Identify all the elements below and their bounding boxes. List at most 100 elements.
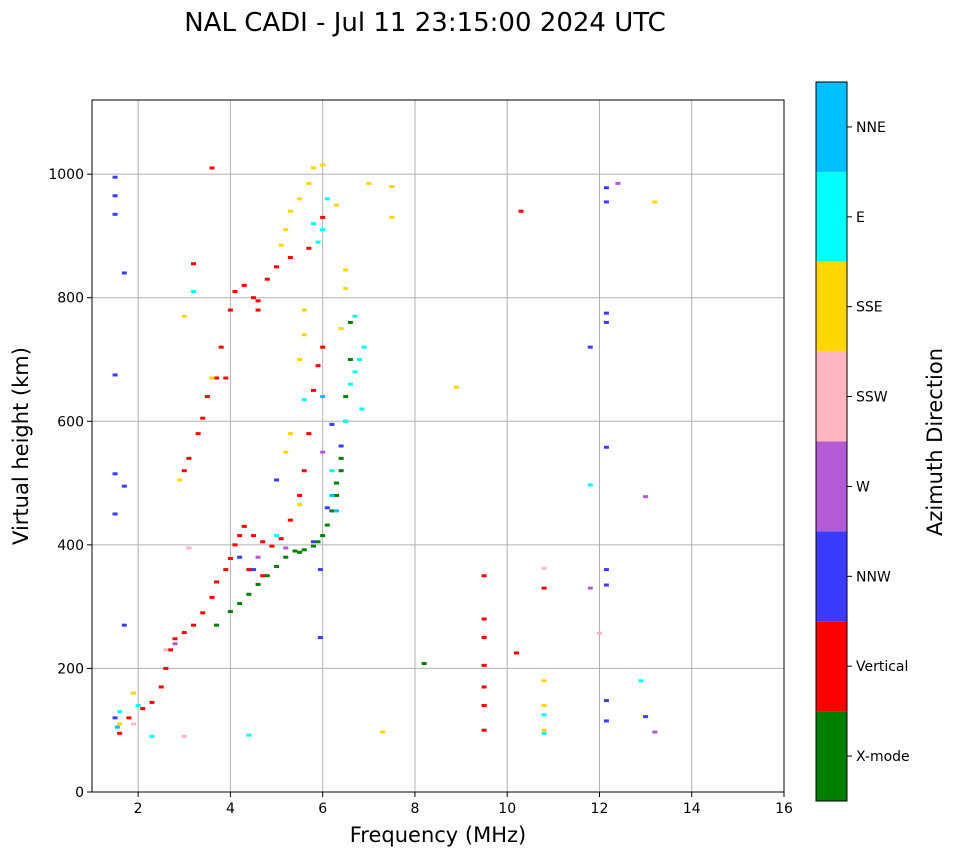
series-vertical bbox=[117, 166, 547, 735]
data-point bbox=[278, 243, 284, 247]
data-point bbox=[643, 495, 649, 499]
data-point bbox=[338, 456, 344, 460]
data-point bbox=[603, 320, 609, 324]
colorbar-segment bbox=[816, 621, 847, 712]
data-point bbox=[334, 481, 340, 485]
data-point bbox=[190, 290, 196, 294]
data-point bbox=[541, 731, 547, 735]
colorbar-tick-label: SSE bbox=[856, 300, 883, 316]
data-point bbox=[338, 327, 344, 331]
data-point bbox=[453, 385, 459, 389]
data-point bbox=[112, 175, 118, 179]
data-point bbox=[241, 283, 247, 287]
data-point bbox=[324, 523, 330, 527]
data-point bbox=[223, 376, 229, 380]
data-point bbox=[334, 509, 340, 513]
data-point bbox=[246, 568, 252, 572]
data-point bbox=[158, 685, 164, 689]
data-point bbox=[361, 345, 367, 349]
data-point bbox=[324, 197, 330, 201]
colorbar-segment bbox=[816, 171, 847, 262]
data-point bbox=[232, 543, 238, 547]
data-point bbox=[117, 722, 123, 726]
data-point bbox=[343, 419, 349, 423]
data-point bbox=[246, 733, 252, 737]
data-point bbox=[255, 582, 261, 586]
data-point bbox=[301, 398, 307, 402]
x-tick-label: 6 bbox=[318, 801, 327, 817]
plot-frame bbox=[91, 99, 785, 793]
series-nnw bbox=[112, 175, 649, 723]
colorbar-frame bbox=[815, 81, 848, 802]
series-e bbox=[117, 197, 644, 738]
data-point bbox=[603, 699, 609, 703]
data-point bbox=[357, 358, 363, 361]
data-point bbox=[603, 568, 609, 572]
data-point bbox=[209, 166, 215, 170]
data-point bbox=[131, 722, 137, 726]
data-point bbox=[181, 469, 187, 473]
data-point bbox=[250, 568, 256, 572]
data-point bbox=[329, 493, 335, 497]
data-point bbox=[315, 240, 321, 244]
data-point bbox=[255, 299, 261, 303]
data-point bbox=[250, 534, 256, 538]
data-point bbox=[481, 704, 487, 707]
x-tick-label: 16 bbox=[775, 801, 793, 817]
data-point bbox=[264, 277, 270, 281]
data-point bbox=[292, 549, 298, 553]
data-point bbox=[306, 181, 312, 185]
data-point bbox=[334, 493, 340, 497]
data-point bbox=[297, 358, 303, 361]
data-point bbox=[112, 194, 118, 198]
data-point bbox=[126, 716, 132, 720]
data-point bbox=[603, 445, 609, 449]
data-point bbox=[112, 716, 118, 720]
data-point bbox=[172, 642, 178, 646]
data-point bbox=[310, 544, 316, 548]
data-point bbox=[603, 186, 609, 190]
data-point bbox=[264, 574, 270, 578]
data-point bbox=[603, 200, 609, 204]
data-point bbox=[315, 364, 321, 368]
data-point bbox=[320, 395, 326, 399]
data-point bbox=[320, 345, 326, 349]
data-point bbox=[112, 373, 118, 377]
data-point bbox=[541, 704, 547, 707]
data-point bbox=[121, 623, 127, 627]
data-point bbox=[310, 388, 316, 392]
data-point bbox=[347, 320, 353, 324]
data-point bbox=[329, 509, 335, 513]
data-point bbox=[237, 555, 243, 559]
data-point bbox=[287, 518, 293, 522]
data-point bbox=[380, 730, 386, 734]
data-point bbox=[117, 710, 123, 714]
data-point bbox=[652, 200, 658, 204]
data-point bbox=[334, 203, 340, 207]
data-point bbox=[149, 700, 155, 704]
data-point bbox=[389, 215, 395, 219]
data-point bbox=[329, 422, 335, 426]
data-point bbox=[195, 432, 201, 436]
data-point bbox=[287, 432, 293, 436]
series-w bbox=[172, 181, 658, 734]
x-tick-label: 4 bbox=[226, 801, 235, 817]
chart-title: NAL CADI - Jul 11 23:15:00 2024 UTC bbox=[184, 8, 666, 38]
data-point bbox=[114, 725, 120, 729]
data-point bbox=[603, 583, 609, 587]
data-point bbox=[320, 163, 326, 167]
data-point bbox=[181, 631, 187, 635]
data-point bbox=[283, 450, 289, 454]
data-point bbox=[310, 222, 316, 226]
data-point bbox=[117, 731, 123, 735]
colorbar-tick-label: SSW bbox=[856, 390, 888, 406]
data-point bbox=[317, 636, 323, 640]
colorbar-tick-label: NNE bbox=[856, 120, 886, 136]
data-point bbox=[177, 478, 183, 482]
x-tick-label: 12 bbox=[591, 801, 609, 817]
data-point bbox=[260, 574, 266, 578]
data-point bbox=[306, 246, 312, 250]
data-point bbox=[204, 395, 210, 399]
data-point bbox=[347, 382, 353, 386]
data-point bbox=[481, 574, 487, 578]
